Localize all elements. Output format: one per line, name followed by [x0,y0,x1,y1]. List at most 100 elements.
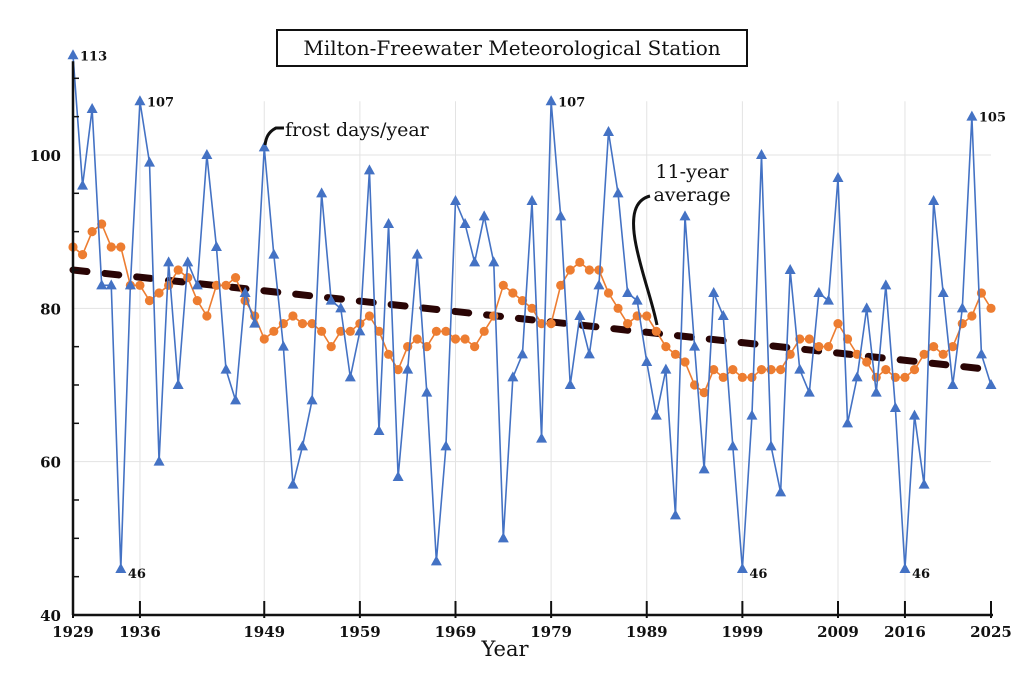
data-point-triangle [258,141,270,152]
data-point-circle [929,342,939,352]
data-point-triangle [96,279,108,290]
data-point-triangle [909,409,920,420]
data-point-circle [221,280,231,290]
data-point-circle [441,326,451,336]
value-annotation: 46 [912,567,930,582]
data-point-triangle [306,394,318,405]
data-point-triangle [354,325,366,336]
data-point-triangle [316,187,328,198]
data-point-triangle [239,286,251,297]
data-point-triangle [612,187,624,198]
data-point-triangle [536,432,548,443]
x-tick-label: 1979 [530,623,572,641]
y-tick-label: 60 [40,454,61,472]
data-point-circle [804,334,814,344]
x-tick-label: 1929 [52,623,94,641]
data-point-triangle [861,302,873,313]
data-point-circle [556,280,566,290]
data-point-triangle [966,110,978,121]
data-point-circle [546,319,556,329]
data-point-triangle [297,440,308,451]
data-point-circle [814,342,824,352]
data-point-triangle [373,424,385,435]
data-point-triangle [163,256,175,267]
data-point-circle [173,265,183,275]
data-point-circle [642,311,652,321]
x-tick-label: 2016 [884,623,926,641]
x-tick-label: 1959 [339,623,381,641]
data-point-circle [431,326,441,336]
value-annotation: 107 [558,95,585,110]
data-point-circle [909,365,920,375]
data-point-circle [871,372,881,382]
data-point-circle [938,349,948,359]
data-point-circle [326,342,336,352]
data-point-triangle [564,378,576,389]
data-point-triangle [153,455,165,466]
data-point-circle [565,265,575,275]
data-point-triangle [392,470,404,481]
x-tick-label: 1936 [119,623,161,641]
data-point-circle [269,326,279,336]
data-point-circle [307,319,317,329]
data-point-triangle [86,102,98,113]
data-point-circle [144,296,155,306]
data-point-circle [183,273,193,283]
data-point-circle [919,349,929,359]
data-point-triangle [430,555,442,566]
data-point-circle [192,296,202,306]
data-point-triangle [947,378,959,389]
data-point-circle [135,280,145,290]
data-point-circle [623,319,633,329]
data-point-triangle [287,478,299,489]
data-point-circle [967,311,977,321]
data-point-triangle [421,386,433,397]
data-point-triangle [822,294,834,305]
data-point-circle [842,334,853,344]
data-point-triangle [363,164,375,175]
data-point-circle [957,319,967,329]
y-tick-label: 40 [40,607,61,625]
x-tick-label: 2009 [817,623,859,641]
x-tick-label: 2025 [970,623,1012,641]
data-point-circle [594,265,604,275]
data-point-triangle [756,148,767,159]
data-point-triangle [803,386,815,397]
data-point-circle [709,365,719,375]
data-point-triangle [77,179,89,190]
data-point-triangle [507,371,519,382]
value-annotation: 105 [979,111,1006,126]
data-point-triangle [134,95,146,106]
data-point-circle [833,319,843,329]
y-tick-label: 100 [30,147,61,165]
data-point-circle [97,219,107,229]
data-point-triangle [124,279,136,290]
data-point-circle [297,319,308,329]
data-point-triangle [191,279,203,290]
data-point-triangle [545,95,557,106]
data-point-triangle [555,210,567,221]
data-point-triangle [516,348,528,359]
data-point-circle [106,242,116,252]
data-point-triangle [698,463,710,474]
data-point-triangle [115,562,127,573]
data-point-circle [317,326,327,336]
data-point-triangle [411,248,423,259]
value-annotation: 46 [128,567,146,582]
data-point-triangle [402,363,414,374]
data-point-circle [536,319,547,329]
data-point-triangle [383,217,395,228]
data-point-circle [403,342,413,352]
data-point-circle [288,311,298,321]
data-point-circle [661,342,671,352]
data-point-triangle [775,486,787,497]
data-point-circle [699,388,709,398]
data-point-circle [164,280,174,290]
data-point-circle [747,372,757,382]
data-point-triangle [842,417,854,428]
data-point-triangle [975,348,987,359]
frost-callout-label: frost days/year [285,119,430,141]
data-point-triangle [182,256,194,267]
data-point-circle [345,326,355,336]
